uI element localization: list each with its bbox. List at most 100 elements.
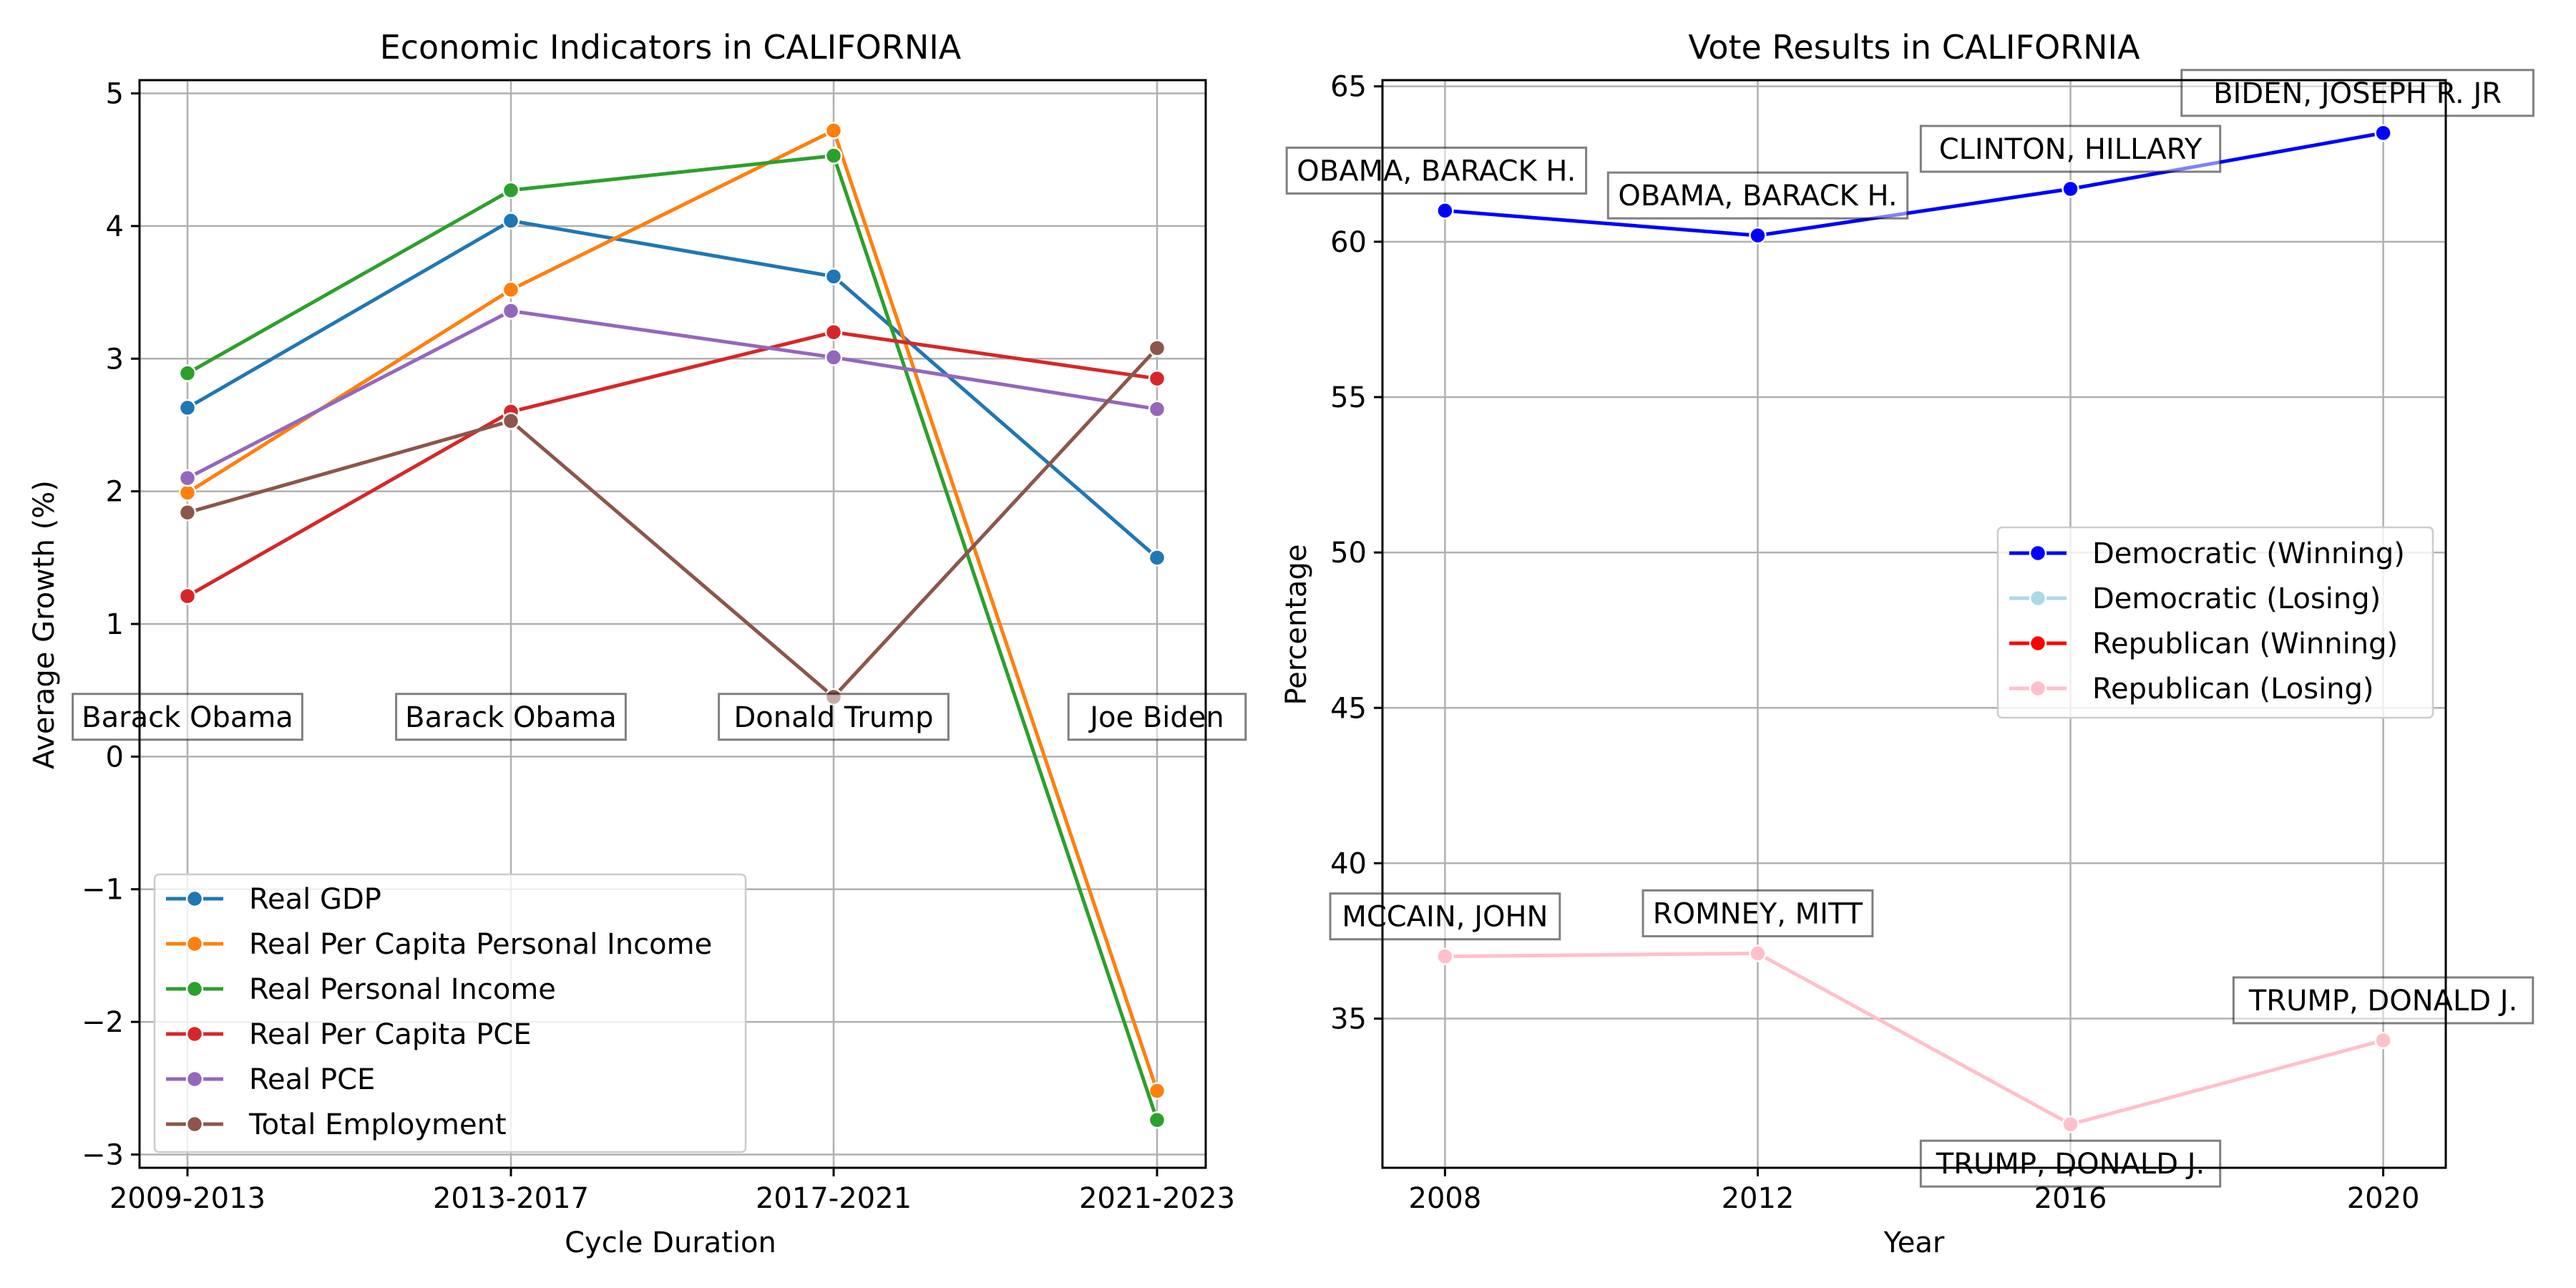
right-y-tick-label: 45 [1330,692,1367,725]
right-data-point [2062,1115,2079,1133]
left-annotation: Donald Trump [733,701,933,734]
left-legend-label: Real Per Capita Personal Income [249,928,712,961]
vote-results-chart: Vote Results in CALIFORNIA Year Percenta… [1280,28,2534,1259]
right-annotation-box [1919,1139,2222,1188]
left-legend-label: Real PCE [249,1063,375,1096]
left-data-point [824,268,843,286]
left-data-point [824,348,843,366]
right-annotation: ROMNEY, MITT [1653,897,1863,930]
right-data-point [1749,945,1767,962]
right-y-tick-label: 40 [1330,847,1367,880]
right-x-tick-label: 2016 [2034,1182,2107,1215]
right-data-point [2062,180,2079,198]
right-x-tick-label: 2020 [2347,1182,2420,1215]
left-y-tick-label: 4 [106,210,124,243]
left-chart-title: Economic Indicators in CALIFORNIA [380,28,962,67]
left-annotation-box [1067,693,1247,741]
left-legend [153,873,747,1153]
right-legend-swatch-marker [2029,544,2047,562]
left-data-point [178,399,197,417]
left-data-point [1148,369,1166,388]
left-y-tick-label: 1 [106,608,124,641]
right-y-axis-label: Percentage [1280,544,1313,705]
right-y-tick-label: 55 [1330,381,1367,414]
left-data-point [178,504,197,522]
right-annotation-box [1606,171,1909,220]
right-legend-label: Republican (Winning) [2092,628,2398,660]
left-y-tick-label: 0 [106,741,124,774]
left-y-tick-label: 3 [106,343,124,376]
right-annotation-box [1329,892,1561,941]
right-legend-label: Democratic (Losing) [2092,582,2381,615]
left-y-tick-label: 5 [106,78,124,111]
left-series-line [186,127,1159,1092]
right-annotation-box [1919,125,2222,173]
right-legend-label: Republican (Losing) [2092,673,2374,706]
left-data-point [502,181,520,200]
left-series-line [186,153,1159,1121]
left-data-point [502,412,520,430]
right-series-line [1445,131,2384,238]
right-y-tick-label: 50 [1330,537,1367,570]
left-legend-label: Total Employment [248,1108,507,1141]
right-series-line [1445,951,2384,1126]
left-x-axis-label: Cycle Duration [565,1226,776,1259]
left-legend-label: Real Personal Income [249,973,556,1006]
left-annotation: Barack Obama [405,701,617,734]
left-y-tick-label: 2 [106,476,124,509]
right-annotation-box [1641,889,1874,937]
left-x-tick-label: 2013-2017 [433,1182,589,1215]
left-legend-swatch-marker [185,980,204,998]
right-annotation: OBAMA, BARACK H. [1297,155,1576,187]
left-x-tick-label: 2017-2021 [756,1182,912,1215]
right-annotation-box [2180,69,2534,117]
left-data-point [502,302,520,320]
left-data-point [502,212,520,230]
left-legend-swatch-marker [185,935,204,953]
right-chart-title: Vote Results in CALIFORNIA [1688,28,2140,67]
left-data-point [1148,1111,1166,1129]
right-y-tick-label: 65 [1330,71,1367,104]
left-data-point [824,147,843,165]
left-series-line [186,308,1158,480]
right-legend-swatch-marker [2029,634,2047,653]
left-annotation-box [72,693,303,741]
left-data-point [1148,1082,1166,1100]
right-annotation: MCCAIN, JOHN [1342,901,1548,934]
left-legend-swatch-marker [185,1025,204,1043]
right-annotation: TRUMP, DONALD J. [2248,985,2517,1018]
left-y-tick-label: −2 [82,1006,124,1039]
right-annotation-box [2232,976,2534,1025]
left-data-point [1148,339,1166,357]
right-y-tick-label: 35 [1330,1003,1367,1036]
right-annotation-box [1285,146,1588,195]
left-series-line [186,218,1158,560]
left-legend-label: Real GDP [249,883,381,916]
left-legend-swatch-marker [185,889,204,908]
left-data-point [178,469,197,487]
right-legend-swatch-marker [2029,589,2047,608]
right-x-tick-label: 2012 [1722,1182,1795,1215]
right-y-tick-label: 60 [1330,226,1367,259]
right-legend-swatch-marker [2029,679,2047,698]
left-y-tick-label: −1 [82,874,124,907]
right-data-point [2374,1031,2392,1050]
left-x-tick-label: 2009-2013 [109,1182,265,1215]
left-y-axis-label: Average Growth (%) [28,480,61,769]
right-data-point [1749,226,1767,245]
left-data-point [178,364,197,382]
left-series-line [186,330,1158,598]
left-series-line [187,346,1158,700]
left-annotation: Joe Biden [1088,701,1224,734]
right-data-point [2374,124,2392,142]
left-data-point [824,122,843,140]
right-x-axis-label: Year [1883,1226,1945,1259]
left-x-tick-label: 2021-2023 [1079,1182,1235,1215]
right-plot-frame [1381,79,2447,1169]
left-data-point [1148,400,1166,418]
left-annotation: Barack Obama [82,701,293,734]
right-annotation: BIDEN, JOSEPH R. JR [2213,77,2502,110]
left-data-point [178,484,197,502]
right-x-tick-label: 2008 [1409,1182,1482,1215]
